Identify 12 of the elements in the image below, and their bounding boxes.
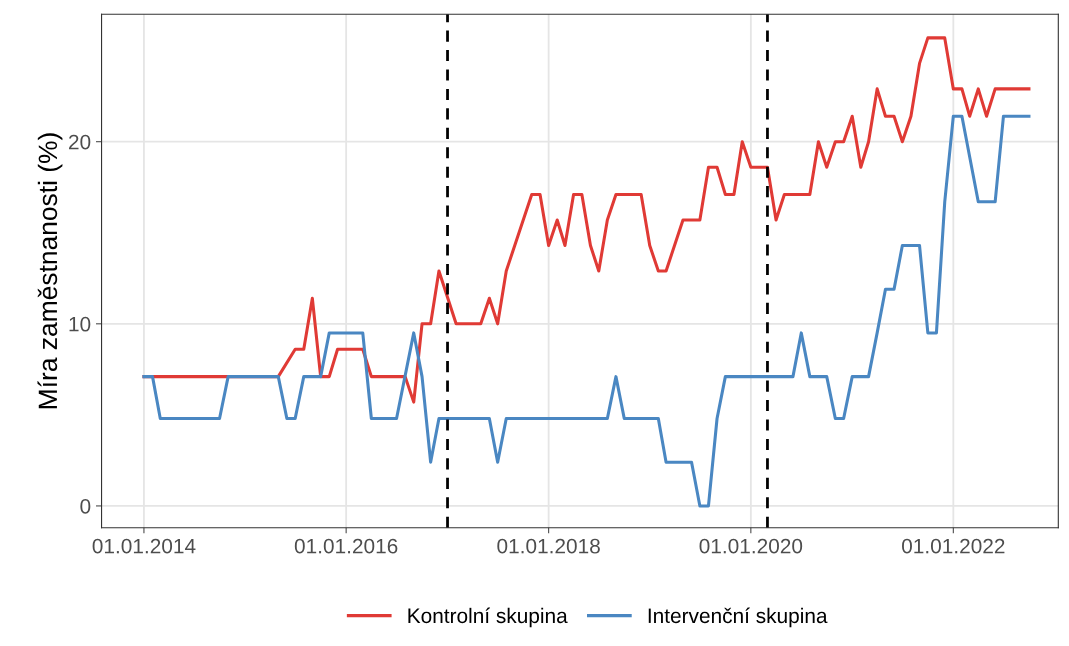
legend-label: Kontrolní skupina bbox=[408, 607, 568, 628]
x-tick-label: 01.01.2022 bbox=[902, 538, 1005, 554]
legend-label: Intervenční skupina bbox=[648, 607, 828, 628]
y-tick-label: 0 bbox=[80, 498, 91, 514]
x-tick-label: 01.01.2014 bbox=[92, 538, 196, 554]
y-tick-label: 10 bbox=[69, 316, 91, 332]
x-tick-label: 01.01.2018 bbox=[497, 538, 600, 554]
x-tick-label: 01.01.2020 bbox=[699, 538, 803, 554]
y-tick-label: 20 bbox=[69, 134, 91, 150]
line-series bbox=[142, 114, 1031, 508]
y-axis-title: Míra zaměstnanosti (%) bbox=[37, 133, 63, 409]
x-tick-label: 01.01.2016 bbox=[294, 538, 398, 554]
